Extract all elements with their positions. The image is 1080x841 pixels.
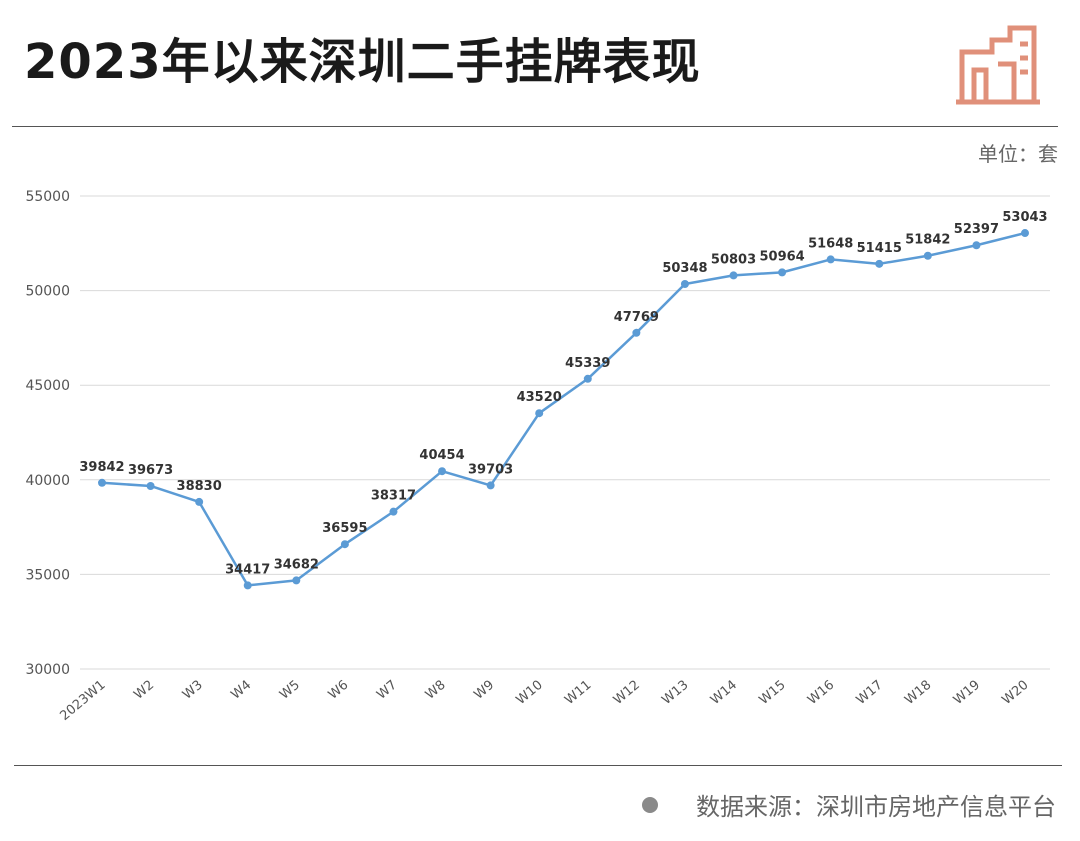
data-label: 45339	[565, 356, 610, 371]
data-label: 38830	[177, 479, 222, 494]
data-label: 53043	[1002, 210, 1047, 225]
y-tick-label: 35000	[25, 567, 70, 583]
data-point	[292, 576, 301, 585]
footer-divider	[14, 765, 1062, 766]
data-point	[98, 478, 106, 487]
x-tick-label: W4	[228, 678, 254, 703]
data-point	[486, 481, 495, 490]
x-tick-label: W9	[471, 678, 497, 703]
data-label: 40454	[419, 448, 464, 463]
building-logo-icon	[956, 25, 1040, 105]
x-tick-label: W8	[423, 678, 449, 703]
data-label: 50803	[711, 252, 756, 267]
series-line	[101, 231, 1026, 587]
data-label: 51648	[808, 236, 853, 251]
x-tick-label: W2	[131, 678, 157, 703]
data-point	[632, 328, 641, 337]
x-tick-label: W3	[180, 678, 206, 703]
data-label: 34417	[225, 562, 270, 577]
x-tick-label: W16	[805, 678, 837, 708]
data-label: 47769	[614, 310, 659, 325]
y-tick-label: 40000	[25, 473, 70, 489]
x-tick-label: W19	[951, 678, 983, 708]
unit-label: 单位：套	[978, 142, 1058, 166]
x-tick-label: W11	[562, 678, 594, 708]
data-label: 36595	[322, 521, 367, 536]
data-label: 39673	[128, 463, 173, 478]
y-tick-label: 55000	[25, 189, 70, 205]
x-tick-label: W5	[277, 678, 303, 703]
data-point	[389, 507, 398, 516]
data-point	[438, 467, 447, 476]
data-label: 51415	[857, 241, 902, 256]
x-tick-label: 2023W1	[57, 678, 108, 724]
x-tick-label: W20	[999, 678, 1031, 708]
x-tick-label: W10	[514, 678, 546, 708]
x-tick-label: W13	[659, 678, 691, 708]
bullet-dot-icon	[642, 796, 658, 813]
x-tick-label: W7	[374, 678, 400, 703]
data-point	[1021, 229, 1029, 238]
data-point	[778, 268, 787, 277]
data-point	[875, 259, 884, 268]
x-tick-label: W15	[757, 678, 789, 708]
line-chart: 39842 39673 38830 34417 34682 36595 38317 40454…	[25, 189, 1050, 724]
data-point	[340, 540, 349, 549]
data-label: 50348	[662, 261, 707, 276]
data-point	[195, 497, 204, 506]
y-tick-label: 45000	[25, 378, 70, 394]
data-point	[583, 374, 592, 383]
page-title: 2023年以来深圳二手挂牌表现	[24, 34, 701, 90]
source-note: 数据来源：深圳市房地产信息平台	[642, 787, 1056, 822]
data-label: 39703	[468, 462, 513, 477]
data-label: 38317	[371, 489, 416, 504]
x-tick-label: W6	[326, 678, 352, 703]
x-tick-label: W14	[708, 678, 740, 708]
data-point	[826, 255, 835, 264]
source-text: 数据来源：深圳市房地产信息平台	[696, 793, 1056, 821]
data-point	[146, 481, 155, 490]
y-tick-label: 50000	[25, 284, 70, 300]
x-tick-label: W12	[611, 678, 643, 708]
x-tick-label: W17	[854, 678, 886, 708]
data-point	[243, 581, 252, 590]
data-label: 50964	[759, 249, 804, 264]
x-tick-label: W18	[902, 678, 934, 708]
data-point	[972, 241, 981, 250]
y-tick-label: 30000	[25, 662, 70, 678]
data-label: 39842	[79, 460, 124, 475]
data-label: 34682	[274, 557, 319, 572]
data-label: 52397	[954, 222, 999, 237]
data-point	[729, 271, 738, 280]
data-label: 43520	[517, 390, 562, 405]
title-divider	[12, 126, 1058, 127]
data-point	[535, 409, 544, 418]
data-point	[680, 280, 689, 289]
data-label: 51842	[905, 233, 950, 248]
data-point	[923, 251, 932, 260]
